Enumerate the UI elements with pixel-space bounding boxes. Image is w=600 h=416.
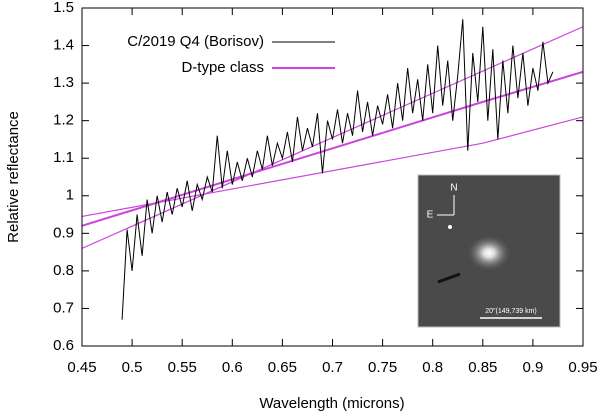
plot-frame	[81, 7, 584, 347]
x-tick-label: 0.8	[422, 359, 443, 376]
inset-label: N	[450, 183, 457, 194]
y-tick-label: 1.5	[53, 0, 74, 16]
legend-label: D-type class	[181, 59, 264, 76]
x-tick-label: 0.6	[222, 359, 243, 376]
x-tick-label: 0.5	[122, 359, 143, 376]
streak	[437, 272, 461, 284]
y-tick-label: 0.6	[53, 337, 74, 354]
series-line	[82, 70, 583, 227]
x-tick-label: 0.7	[322, 359, 343, 376]
x-tick-label: 0.45	[67, 359, 96, 376]
y-tick-label: 1	[66, 187, 74, 204]
x-tick-label: 0.85	[468, 359, 497, 376]
plot-area	[82, 19, 583, 320]
x-tick-label: 0.65	[268, 359, 297, 376]
x-axis-label: Wavelength (microns)	[259, 395, 404, 412]
legend-label: C/2019 Q4 (Borisov)	[127, 33, 264, 50]
x-tick-label: 0.95	[568, 359, 597, 376]
series-line	[121, 19, 554, 320]
y-tick-label: 1.4	[53, 37, 74, 54]
x-tick-label: 0.55	[168, 359, 197, 376]
comet-glow	[467, 235, 511, 271]
series-line	[82, 116, 583, 218]
y-tick-label: 1.3	[53, 74, 74, 91]
y-tick-label: 0.8	[53, 262, 74, 279]
x-tick-label: 0.9	[522, 359, 543, 376]
inset-label: E	[427, 210, 434, 221]
y-tick-label: 0.9	[53, 224, 74, 241]
y-tick-label: 1.1	[53, 149, 74, 166]
y-tick-label: 1.2	[53, 112, 74, 129]
star	[448, 225, 452, 229]
y-axis-label: Relative reflectance	[5, 111, 22, 243]
x-tick-label: 0.75	[368, 359, 397, 376]
y-tick-label: 0.7	[53, 299, 74, 316]
inset-label: 20"(149,739 km)	[485, 308, 537, 315]
